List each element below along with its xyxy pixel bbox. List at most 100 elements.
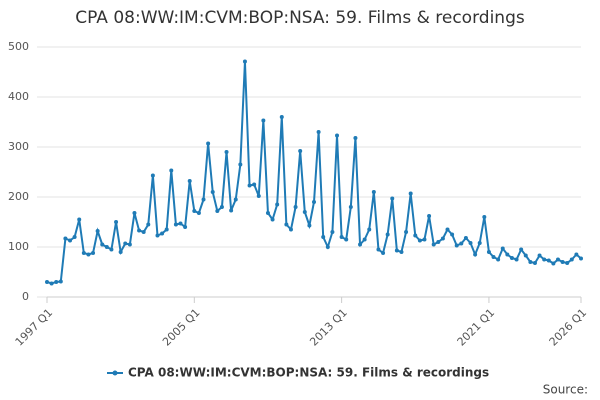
- y-tick-label: 200: [8, 190, 29, 203]
- data-point: [560, 260, 565, 264]
- data-point: [81, 251, 86, 255]
- data-point: [224, 150, 229, 154]
- data-point: [404, 230, 409, 234]
- data-point: [500, 246, 505, 251]
- data-point: [344, 237, 349, 242]
- data-point: [233, 197, 238, 202]
- y-tick-label: 0: [22, 290, 29, 303]
- data-point: [316, 130, 321, 134]
- data-point: [109, 247, 114, 252]
- data-point: [252, 182, 257, 187]
- data-point: [215, 209, 220, 213]
- legend-marker: [112, 370, 118, 376]
- data-point: [468, 241, 473, 245]
- data-point: [394, 248, 399, 253]
- data-point: [123, 241, 128, 246]
- data-point: [302, 210, 307, 214]
- data-point: [431, 242, 436, 247]
- data-point: [376, 247, 381, 252]
- data-point: [509, 256, 514, 260]
- data-point: [408, 191, 413, 196]
- data-point: [569, 257, 574, 262]
- data-point: [104, 245, 109, 249]
- data-point: [537, 253, 542, 258]
- data-point: [417, 238, 422, 243]
- data-point: [238, 162, 243, 167]
- data-point: [542, 257, 547, 262]
- data-point: [155, 233, 160, 238]
- data-line: [46, 61, 582, 285]
- data-point: [201, 197, 206, 202]
- data-point: [519, 247, 524, 252]
- data-point: [399, 250, 404, 254]
- data-point: [381, 251, 386, 255]
- data-point: [72, 235, 77, 239]
- data-point: [178, 221, 183, 226]
- data-point: [473, 252, 478, 257]
- data-point: [45, 280, 49, 284]
- data-point: [132, 211, 137, 215]
- data-point: [454, 243, 459, 248]
- data-point: [486, 250, 491, 254]
- data-point: [427, 214, 432, 218]
- data-point: [450, 232, 455, 237]
- data-point: [210, 190, 215, 194]
- data-point: [413, 233, 418, 238]
- data-point: [445, 227, 450, 232]
- data-point: [247, 183, 252, 188]
- data-point: [390, 196, 395, 201]
- data-point: [353, 136, 358, 140]
- data-point: [339, 235, 344, 239]
- legend-label: CPA 08:WW:IM:CVM:BOP:NSA: 59. Films & re…: [128, 366, 489, 380]
- data-point: [192, 209, 197, 213]
- data-point: [265, 211, 270, 215]
- data-point: [459, 241, 464, 246]
- data-point: [555, 257, 560, 262]
- data-point: [482, 215, 487, 219]
- chart-title: CPA 08:WW:IM:CVM:BOP:NSA: 59. Films & re…: [75, 8, 525, 28]
- data-point: [275, 202, 280, 207]
- data-point: [367, 227, 372, 232]
- data-point: [86, 252, 91, 257]
- data-point: [385, 232, 390, 237]
- data-point: [58, 279, 63, 284]
- data-point: [288, 227, 293, 232]
- data-point: [436, 240, 441, 244]
- data-point: [335, 133, 340, 138]
- y-tick-label: 100: [8, 240, 29, 253]
- data-point: [196, 211, 201, 215]
- x-tick-label: 1997 Q1: [13, 306, 56, 349]
- data-point: [118, 250, 123, 254]
- y-tick-label: 500: [8, 40, 29, 53]
- data-point: [173, 222, 178, 227]
- data-point: [141, 230, 146, 234]
- data-point: [206, 141, 211, 146]
- data-point: [261, 118, 266, 123]
- x-tick-label: 2021 Q1: [455, 306, 498, 349]
- data-point: [505, 252, 510, 257]
- data-point: [187, 179, 192, 183]
- data-point: [298, 149, 303, 153]
- data-point: [528, 260, 533, 264]
- data-point: [242, 59, 247, 64]
- data-point: [169, 168, 174, 173]
- data-point: [362, 237, 367, 242]
- data-point: [256, 194, 261, 198]
- data-point: [422, 237, 427, 242]
- data-point: [219, 205, 224, 209]
- data-point: [95, 229, 100, 233]
- data-point: [164, 227, 169, 232]
- data-point: [371, 190, 376, 194]
- y-tick-label: 400: [8, 90, 29, 103]
- data-point: [114, 220, 119, 224]
- data-point: [574, 252, 579, 257]
- x-tick-label: 2005 Q1: [160, 306, 203, 349]
- data-point: [150, 173, 155, 178]
- data-point: [160, 231, 165, 236]
- data-point: [330, 230, 335, 234]
- data-point: [321, 235, 326, 239]
- data-point: [49, 281, 54, 286]
- data-point: [463, 236, 468, 240]
- data-point: [137, 228, 142, 233]
- data-point: [565, 261, 570, 265]
